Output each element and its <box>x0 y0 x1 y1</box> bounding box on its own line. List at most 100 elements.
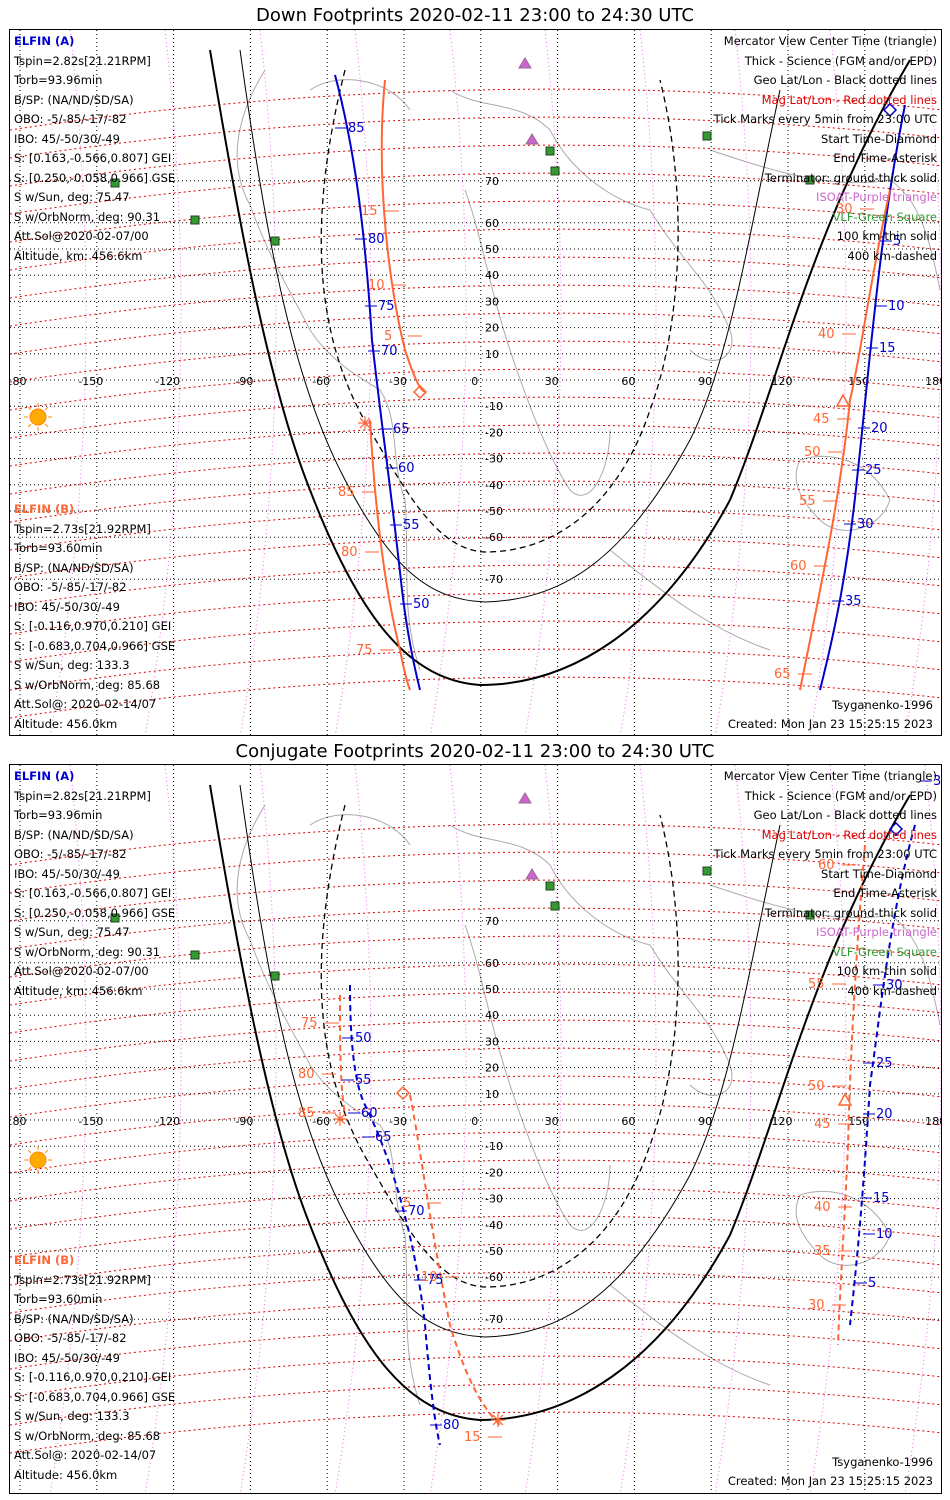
elfin-a-track <box>334 74 421 691</box>
sun-ray <box>27 1166 32 1171</box>
info-line: S: [-0.116,0.970,0.210] GEI <box>14 619 172 633</box>
track-a-time-label: 5 <box>868 1276 876 1291</box>
lat-label: -30 <box>485 1193 503 1206</box>
lat-label: -40 <box>485 479 503 492</box>
lat-label: -70 <box>485 1313 503 1326</box>
track-a-time-label: 35 <box>845 594 862 609</box>
info-line: B/SP: (NA/ND/SD/SA) <box>14 92 134 107</box>
sun-icon <box>29 1151 47 1169</box>
lon-label: -90 <box>235 375 253 388</box>
mag-meridian <box>239 30 277 735</box>
elfin-b-track <box>339 994 346 1116</box>
vlf-square <box>702 131 712 141</box>
info-line: S w/Sun, deg: 75.47 <box>14 925 130 939</box>
mag-parallel <box>10 396 941 439</box>
markers <box>24 57 898 431</box>
lat-label: -30 <box>485 453 503 466</box>
track-a-time-label: 15 <box>873 1191 890 1206</box>
track-a-time-label: 5 <box>893 234 901 249</box>
vlf-square <box>545 146 555 156</box>
track-a-time-label: 80 <box>443 1418 460 1433</box>
vlf-square <box>805 910 815 920</box>
vlf-square <box>190 215 200 225</box>
elfin-a-track <box>819 104 906 691</box>
sun-ray <box>44 423 49 428</box>
track-a-time-label: 25 <box>876 1056 893 1071</box>
track-a-time-label: 55 <box>355 1073 372 1088</box>
tracks <box>339 824 916 1446</box>
mag-parallel <box>10 200 941 243</box>
coastline <box>236 69 421 671</box>
track-tick-labels: 85 80 75 70 65 60 55 50 5 10 15 20 25 30 35 15 10 5 85 80 75… <box>335 121 905 682</box>
coastline <box>464 189 611 496</box>
mag-meridian <box>429 30 467 735</box>
track-a-time-label: 75 <box>427 1273 444 1288</box>
track-a-time-label: 70 <box>381 344 398 359</box>
mag-parallel <box>10 1411 941 1454</box>
track-b-time-label: 5 <box>384 329 392 344</box>
lat-label: 70 <box>485 915 499 928</box>
track-a-time-label: 20 <box>876 1107 893 1122</box>
track-b-time-label: 60 <box>818 858 835 873</box>
lon-label: 180 <box>925 1115 942 1128</box>
model-label: Tsyganenko-1996 <box>832 1455 933 1469</box>
mag-meridian <box>239 765 277 1493</box>
info-line: Torb=93.96min <box>14 73 103 87</box>
track-a-time-label: 30 <box>886 978 903 993</box>
mag-meridian <box>524 765 562 1493</box>
mag-parallel <box>10 1159 941 1202</box>
vlf-square <box>805 175 815 185</box>
info-line: Att.Sol@: 2020-02-14/07 <box>14 1448 157 1462</box>
info-line: S w/Sun, deg: 75.47 <box>14 190 130 204</box>
track-b-time-label: 10 <box>421 1270 438 1285</box>
coastline <box>609 1284 771 1386</box>
info-line: S: [-0.683,0.704,0.966] GSE <box>14 1389 176 1404</box>
mag-parallel <box>10 648 941 691</box>
map-frame: 70605040302010-10-20-30-40-50-60-70-180-… <box>9 29 942 736</box>
elfin-b-track <box>799 189 891 691</box>
info-line: IBO: 45/-50/30/-49 <box>14 599 120 614</box>
legend-entry: Mercator View Center Time (triangle) <box>723 34 937 48</box>
isoat-triangle <box>518 57 532 69</box>
info-line: B/SP: (NA/ND/SD/SA) <box>14 827 134 842</box>
created-label: Created: Mon Jan 23 15:25:15 2023 <box>727 717 933 731</box>
terminator-400km <box>320 804 679 1288</box>
conjugate-footprints-panel: Conjugate Footprints 2020-02-11 23:00 to… <box>0 738 950 1500</box>
track-a-time-label: 60 <box>398 461 415 476</box>
mag-parallel <box>10 1327 941 1370</box>
info-line: Tspin=2.82s[21.21RPM] <box>14 53 151 68</box>
info-line: S: [0.250,-0.058,0.966] GSE <box>14 905 176 920</box>
mag-parallel <box>10 536 941 579</box>
terminator-400km <box>320 69 679 553</box>
legend-entry: Terminator: ground-thick solid <box>764 905 937 920</box>
elfin-b-info: ELFIN (B) Tspin=2.73s[21.92RPM] Torb=93.60… <box>14 500 175 734</box>
track-b-time-label: 30 <box>836 202 853 217</box>
legend-entry: Mag Lat/Lon - Red dotted lines <box>761 92 937 107</box>
track-b-time-label: 80 <box>298 1067 315 1082</box>
info-line: Tspin=2.82s[21.21RPM] <box>14 788 151 803</box>
info-line: S w/OrbNorm, deg: 90.31 <box>14 209 161 224</box>
lat-label: -50 <box>485 1245 503 1258</box>
legend-entry: Thick - Science (FGM and/or EPD) <box>744 788 937 803</box>
lon-label: -120 <box>155 1115 180 1128</box>
lat-label: -50 <box>485 505 503 518</box>
mag-parallel <box>10 907 941 950</box>
mag-parallel <box>10 564 941 607</box>
legend: Mercator View Center Time (triangle) Thic… <box>714 32 937 266</box>
mag-meridian <box>809 30 847 735</box>
lon-label: -30 <box>389 375 407 388</box>
track-b-time-label: 5 <box>403 1196 411 1211</box>
terminator-100km <box>239 784 781 1338</box>
lon-label: 90 <box>698 1115 712 1128</box>
info-line: S: [0.250,-0.058,0.966] GSE <box>14 170 176 185</box>
legend-entry: 100 km-thin solid <box>836 964 937 978</box>
lon-label: 60 <box>621 375 635 388</box>
vlf-square <box>270 971 280 981</box>
legend-entry: VLF-Green Square <box>832 209 937 224</box>
legend-entry: VLF-Green Square <box>832 944 937 959</box>
track-a-time-label: 50 <box>413 597 430 612</box>
mag-parallel <box>10 963 941 1006</box>
info-line: Altitude, km: 456.6km <box>14 983 143 998</box>
vlf-square <box>550 901 560 911</box>
mag-meridian <box>714 30 752 735</box>
